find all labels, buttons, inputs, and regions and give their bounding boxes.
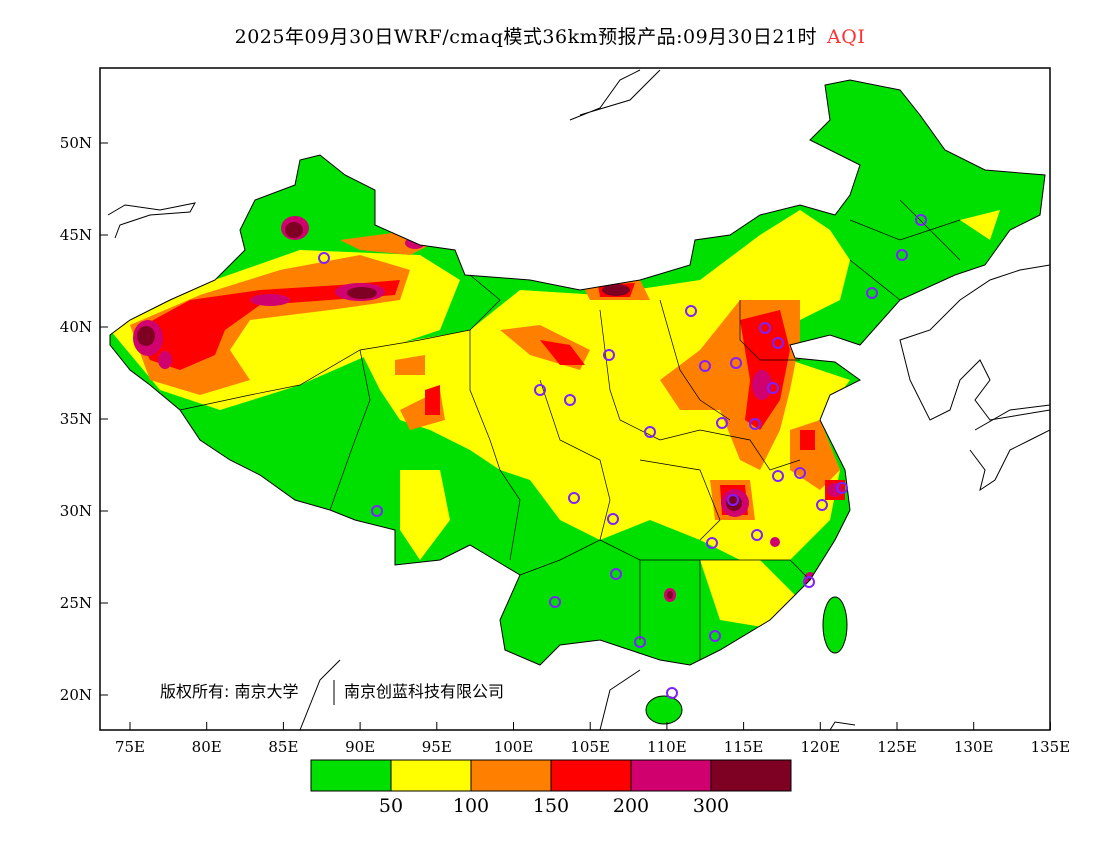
lat-tick-label: 45N [60,226,92,244]
lat-tick-label: 30N [60,502,92,520]
lon-tick-label: 85E [268,738,298,756]
colorbar-swatch [550,759,632,792]
colorbar-label: 300 [693,795,729,817]
colorbar-label: 150 [533,795,569,817]
title-main: 2025年09月30日WRF/cmaq模式36km预报产品:09月30日21时 [234,26,818,48]
lon-tick-label: 105E [570,738,610,756]
colorbar-label: 200 [613,795,649,817]
taiwan [822,596,848,654]
latitude-axis: 50N 45N 40N 35N 30N 25N 20N [60,134,108,704]
colorbar-swatch [470,759,552,792]
lon-tick-label: 90E [345,738,375,756]
coastlines [107,69,1050,730]
lon-tick-label: 110E [647,738,687,756]
colorbar-swatch [630,759,712,792]
map-area: 版权所有: 南京大学 南京创蓝科技有限公司 [107,69,1050,730]
lon-tick-label: 75E [115,738,145,756]
copyright-owner2: 南京创蓝科技有限公司 [344,682,504,701]
lat-tick-label: 25N [60,594,92,612]
map-frame [99,67,1051,731]
hainan [645,695,683,725]
station-markers [318,214,927,699]
colorbar-swatch [710,759,792,792]
lon-tick-label: 95E [422,738,452,756]
province-borders [179,199,961,660]
lon-tick-label: 125E [877,738,917,756]
lon-tick-label: 100E [494,738,534,756]
colorbar: 50 100 150 200 300 [310,759,792,817]
longitude-axis: 75E 80E 85E 90E 95E 100E 105E 110E 115E 120E 125E 1… [115,722,1070,756]
lon-tick-label: 80E [192,738,222,756]
copyright-owner1: 版权所有: 南京大学 [160,682,298,701]
lat-tick-label: 50N [60,134,92,152]
map-title: 2025年09月30日WRF/cmaq模式36km预报产品:09月30日21时 A… [0,22,1100,49]
lat-tick-label: 20N [60,686,92,704]
lon-tick-label: 130E [954,738,994,756]
lon-tick-label: 115E [724,738,764,756]
lat-tick-label: 40N [60,318,92,336]
title-variable: AQI [827,26,866,48]
lon-tick-label: 135E [1031,738,1071,756]
colorbar-label: 50 [379,795,403,817]
colorbar-swatch [310,759,392,792]
lon-tick-label: 120E [801,738,841,756]
colorbar-swatch [390,759,472,792]
lat-tick-label: 35N [60,410,92,428]
aqi-field [110,210,1000,630]
colorbar-label: 100 [453,795,489,817]
